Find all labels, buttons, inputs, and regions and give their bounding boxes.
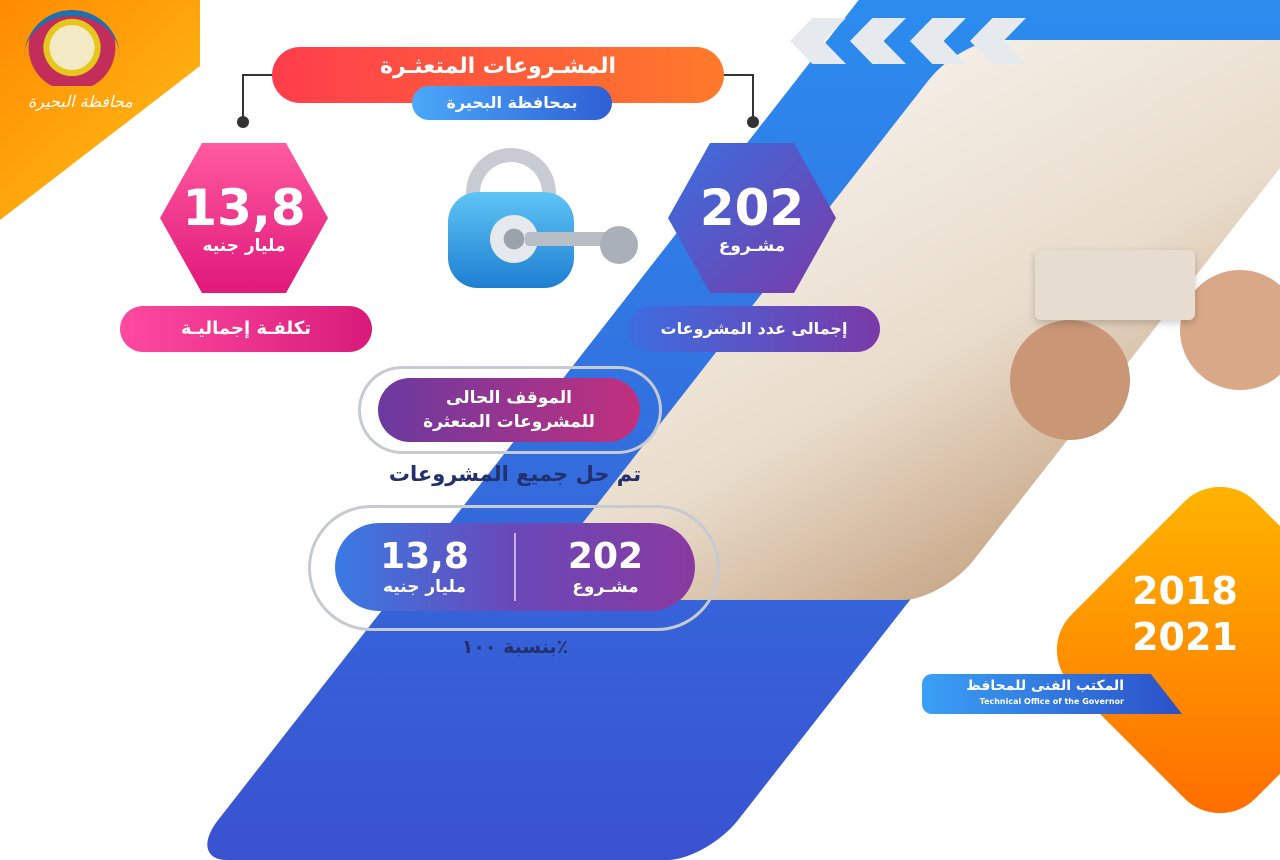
office-name-en: Technical Office of the Governor	[979, 697, 1124, 706]
chevrons-decoration	[790, 18, 1026, 64]
count-hexagon: 202 مشـروع	[668, 143, 836, 293]
status-line-1: الموقف الحالى	[446, 388, 572, 408]
result-outline	[308, 505, 720, 631]
result-count: 202 مشـروع	[516, 523, 695, 611]
chevron-icon	[850, 18, 906, 64]
result-pill: 13,8 مليار جنيه 202 مشـروع	[335, 523, 695, 611]
cost-unit: مليار جنيه	[202, 236, 286, 256]
cost-label: تكلفـة إجماليـة	[120, 306, 372, 352]
cost-hexagon: 13,8 مليار جنيه	[160, 143, 328, 293]
connector-line	[242, 74, 244, 122]
result-count-value: 202	[567, 536, 644, 577]
year-end: 2021	[1132, 615, 1238, 659]
hand-image	[1010, 320, 1130, 440]
office-badge: المكتب الفنى للمحافظ Technical Office of…	[922, 674, 1182, 714]
year-start: 2018	[1132, 569, 1238, 613]
chevron-icon	[910, 18, 966, 64]
page-title: المشـروعات المتعثـرة	[272, 47, 724, 103]
percentage-text: بنسبة ١٠٠٪	[461, 636, 569, 658]
count-unit: مشـروع	[718, 236, 786, 256]
office-name-ar: المكتب الفنى للمحافظ	[966, 678, 1124, 694]
status-heading: الموقف الحالى للمشروعات المتعثرة	[378, 378, 640, 442]
result-count-unit: مشـروع	[572, 577, 639, 597]
result-cost-unit: مليار جنيه	[383, 577, 466, 597]
connector-dot	[237, 116, 249, 128]
connector-line	[242, 74, 274, 76]
chevron-icon	[790, 18, 846, 64]
governorate-logo	[24, 10, 120, 86]
connector-dot	[747, 116, 759, 128]
solved-text: تم حل جميع المشروعات	[388, 462, 642, 486]
status-outline	[358, 366, 662, 454]
hand-image	[1180, 270, 1280, 390]
connector-line	[752, 74, 754, 122]
result-cost: 13,8 مليار جنيه	[335, 523, 514, 611]
count-label: إجمالى عدد المشروعات	[628, 306, 880, 352]
years: 2018 2021	[1120, 568, 1250, 660]
divider	[514, 533, 516, 601]
count-value: 202	[699, 179, 805, 237]
chevron-icon	[970, 18, 1026, 64]
puzzle-pieces-image	[1035, 250, 1195, 320]
key-head-icon	[600, 226, 638, 264]
connector-line	[722, 74, 754, 76]
cost-value: 13,8	[182, 179, 306, 237]
result-cost-value: 13,8	[380, 536, 469, 577]
key-icon	[525, 232, 615, 246]
logo-text: محافظة البحيرة	[28, 92, 133, 111]
page-subtitle: بمحافظة البحيرة	[412, 86, 612, 120]
status-line-2: للمشروعات المتعثرة	[423, 412, 595, 432]
